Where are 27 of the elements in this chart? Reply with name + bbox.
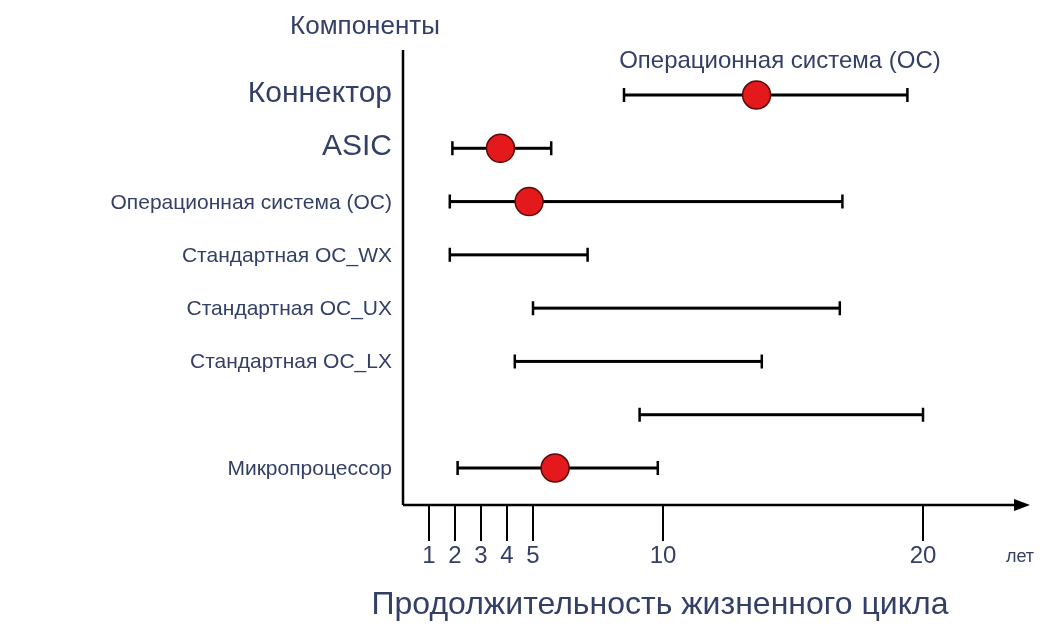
y-tick-label: Стандартная ОС_LX: [190, 349, 392, 374]
x-tick-label: 1: [422, 541, 436, 568]
x-tick-label: 10: [649, 541, 677, 568]
point: [540, 453, 570, 483]
y-axis-title: Компоненты: [290, 10, 440, 40]
y-tick-label: Стандартная ОС_UX: [186, 296, 392, 321]
x-tick-label: 3: [474, 541, 488, 568]
bar: [533, 306, 840, 310]
point: [514, 186, 544, 217]
bar: [514, 359, 762, 363]
y-tick-label: Микропроцессор: [227, 456, 392, 479]
y-tick-label: Операционная система (ОС): [110, 189, 392, 213]
y-tick-label: ASIC: [321, 128, 392, 162]
bar: [449, 253, 588, 257]
point: [485, 133, 516, 164]
bar: [449, 200, 843, 204]
x-axis-title: Продолжительность жизненного цикла: [371, 585, 949, 621]
bar: [639, 413, 923, 417]
point: [741, 80, 772, 110]
y-tick-label: Коннектор: [247, 75, 392, 108]
text: лет: [1005, 546, 1035, 566]
y-tick-label: Стандартная ОС_WX: [181, 242, 392, 267]
x-tick-label: 4: [500, 541, 514, 568]
x-tick-label: 20: [909, 541, 937, 568]
x-tick-label: 2: [448, 541, 462, 568]
annotation: Операционная система (ОС): [619, 46, 941, 73]
x-tick-label: 5: [526, 541, 540, 568]
